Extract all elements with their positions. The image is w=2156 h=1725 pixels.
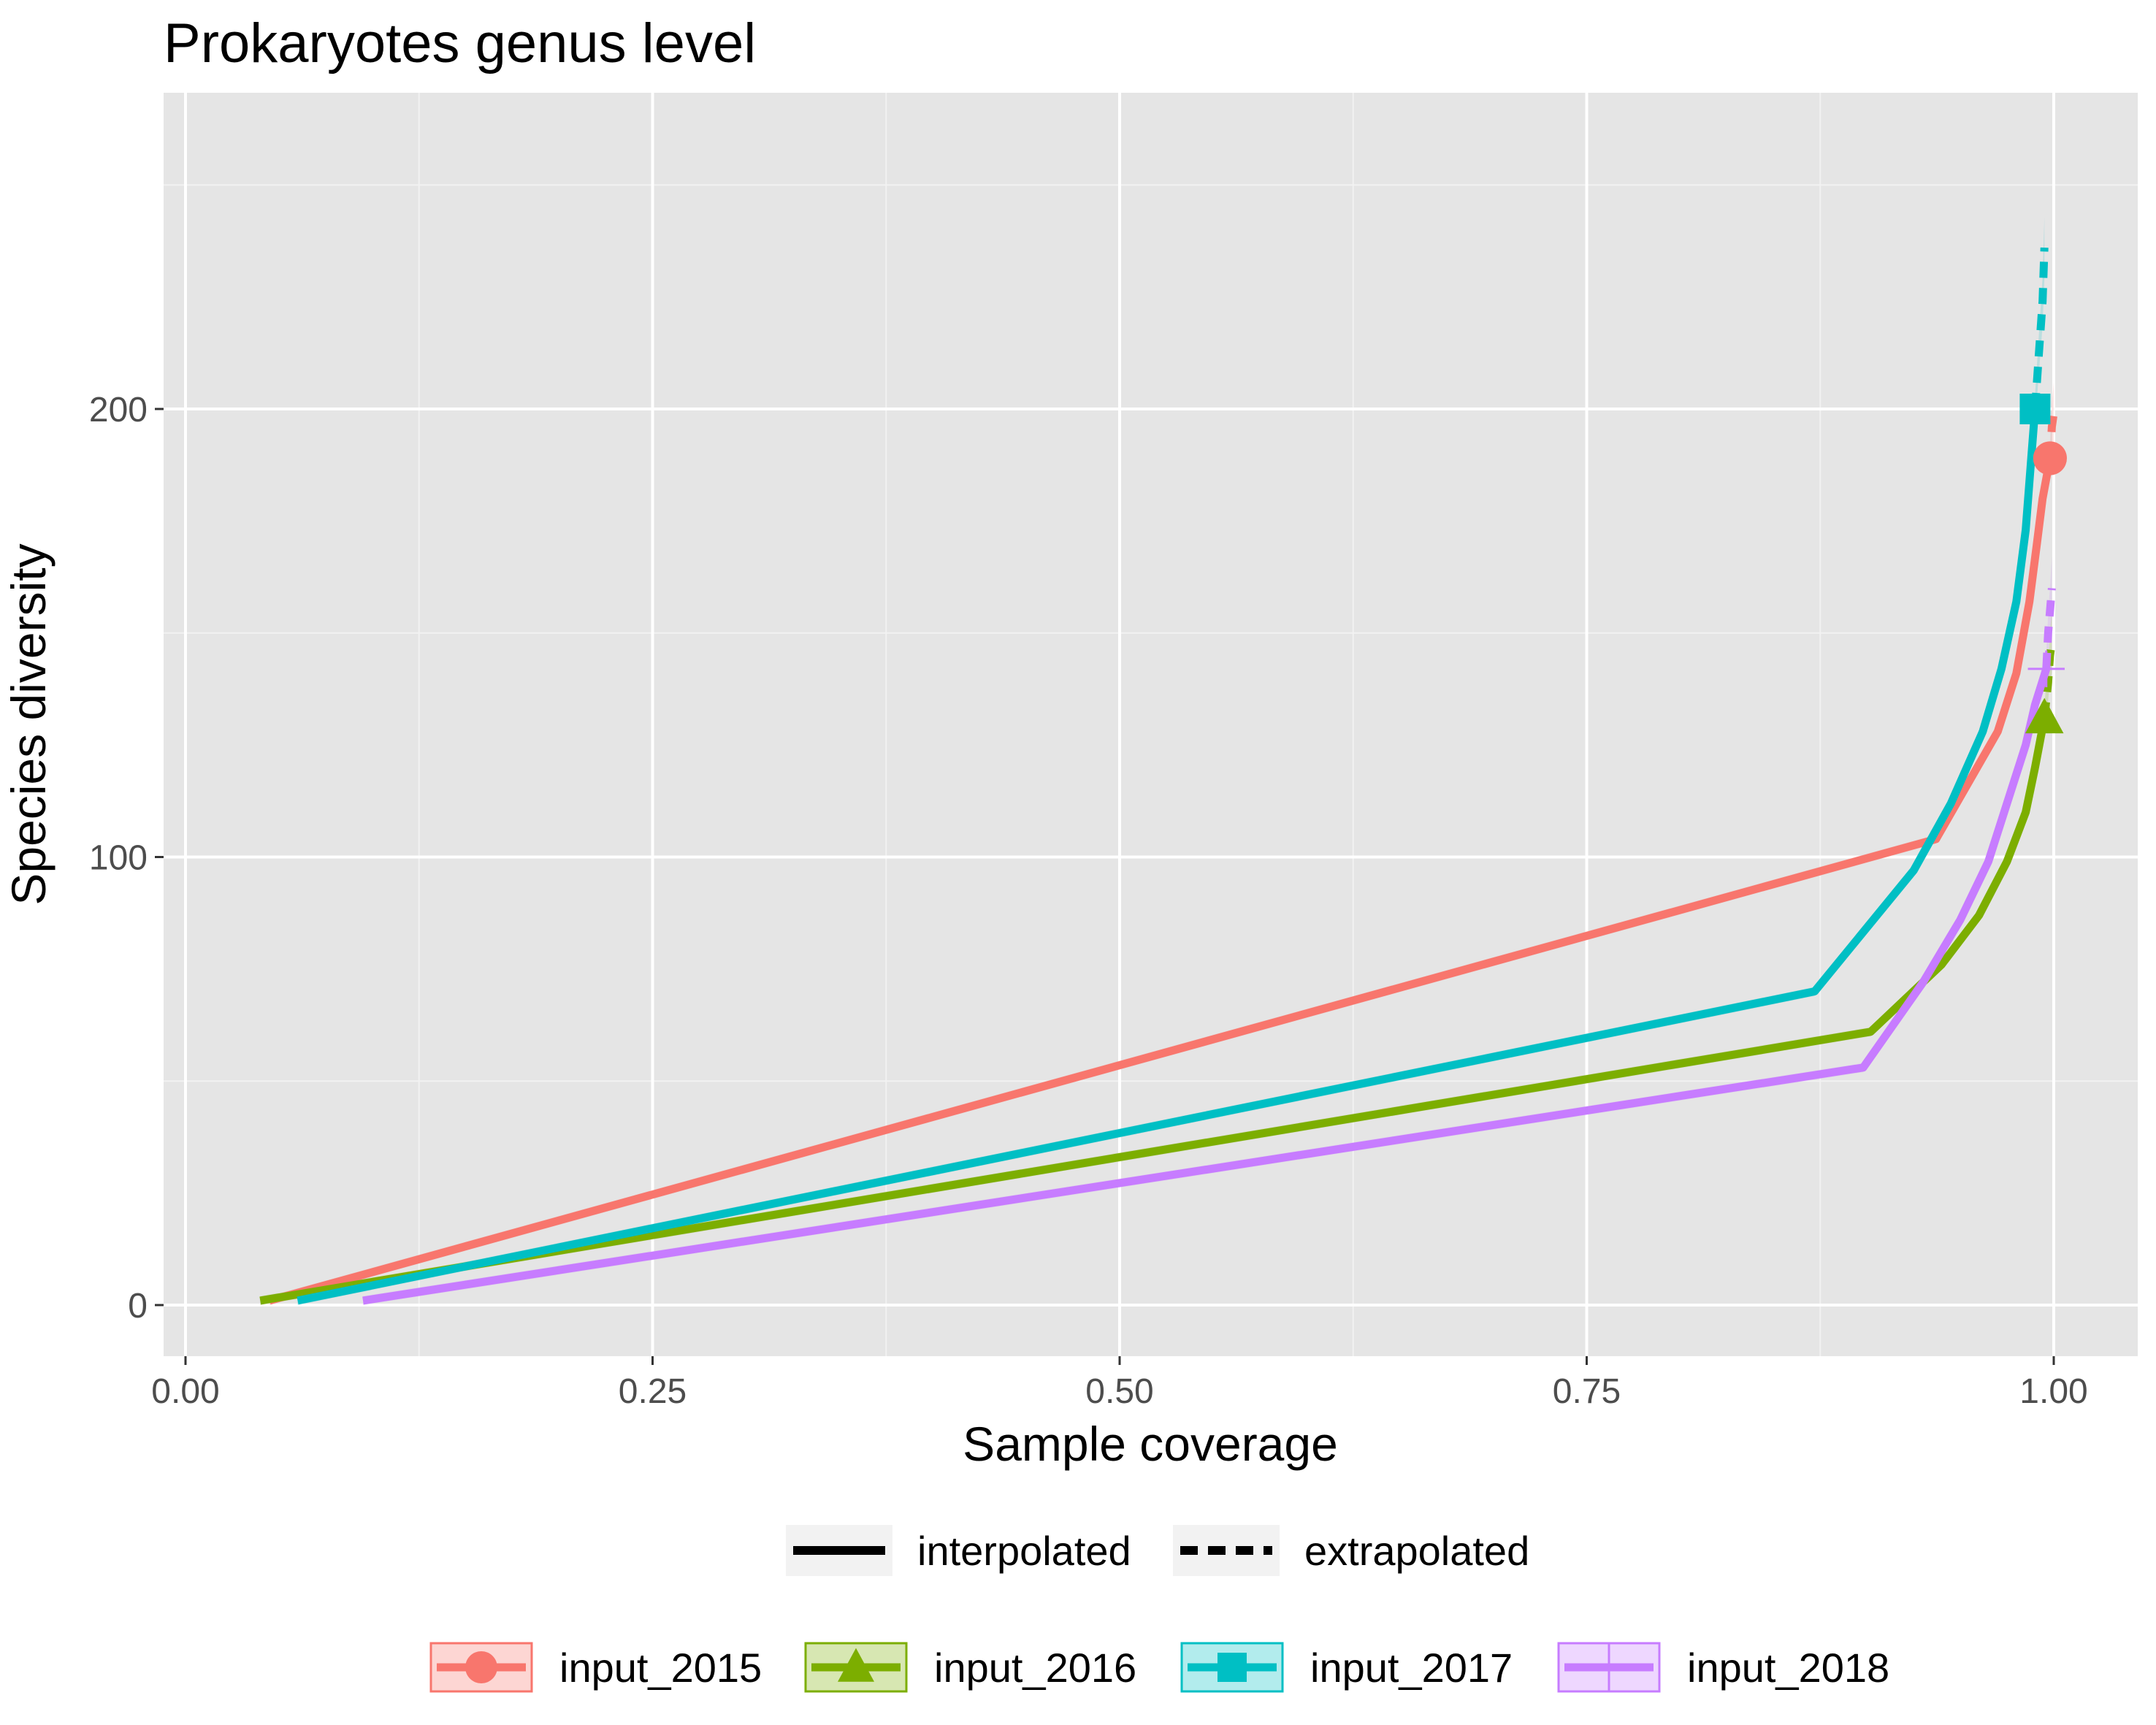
legend-label-interpolated: interpolated xyxy=(917,1528,1131,1574)
x-axis-ticks: 0.00 0.25 0.50 0.75 1.00 xyxy=(151,1356,2088,1411)
x-tick-label: 0.25 xyxy=(619,1372,687,1411)
x-tick-label: 0.50 xyxy=(1085,1372,1153,1411)
marker-input_2018 xyxy=(2027,650,2065,688)
legend-label-input_2018: input_2018 xyxy=(1687,1645,1889,1691)
line-interpolated-input_2015 xyxy=(268,457,2054,1305)
series-legend: input_2015 input_2016 input_2017 input_2018 xyxy=(429,1642,1889,1693)
legend-marker-input_2018 xyxy=(1584,1642,1634,1692)
line-extrapolated-input_2017 xyxy=(2030,247,2049,410)
x-tick-label: 0.00 xyxy=(151,1372,219,1411)
x-tick-label: 0.75 xyxy=(1553,1372,1621,1411)
legend-label-input_2015: input_2015 xyxy=(559,1645,762,1691)
legend-label-input_2017: input_2017 xyxy=(1310,1645,1513,1691)
y-axis-ticks: 0 100 200 xyxy=(89,391,164,1326)
y-tick-label: 200 xyxy=(89,391,148,429)
marker-input_2015 xyxy=(2033,441,2067,475)
legend-label-input_2016: input_2016 xyxy=(934,1645,1136,1691)
x-tick-label: 1.00 xyxy=(2019,1372,2087,1411)
plot-panel xyxy=(164,93,2138,1356)
legend-marker-input_2015 xyxy=(465,1651,497,1683)
legend-label-extrapolated: extrapolated xyxy=(1304,1528,1529,1574)
line-interpolated-input_2018 xyxy=(362,668,2051,1305)
observed-markers xyxy=(2019,394,2067,734)
legend-marker-input_2016 xyxy=(838,1648,874,1682)
series-lines xyxy=(259,247,2058,1305)
legend-marker-input_2017 xyxy=(1217,1653,1247,1682)
y-axis-title: Species diversity xyxy=(1,543,56,905)
x-axis-title: Sample coverage xyxy=(963,1417,1338,1471)
y-tick-label: 0 xyxy=(128,1287,148,1326)
grid xyxy=(164,93,2138,1356)
line-interpolated-input_2017 xyxy=(297,408,2039,1305)
marker-input_2017 xyxy=(2019,394,2051,424)
y-tick-label: 100 xyxy=(89,839,148,878)
line-interpolated-input_2016 xyxy=(259,717,2049,1305)
linetype-legend: interpolated extrapolated xyxy=(786,1525,1529,1576)
marker-input_2016 xyxy=(2025,697,2064,734)
chart-title: Prokaryotes genus level xyxy=(164,12,756,74)
